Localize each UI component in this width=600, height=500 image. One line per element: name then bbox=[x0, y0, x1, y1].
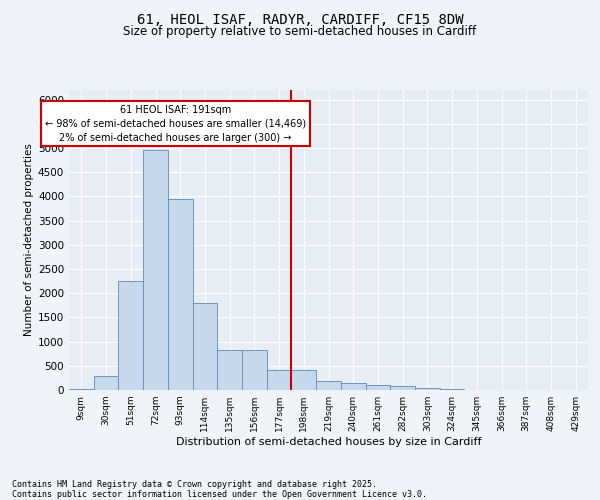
Bar bbox=[118, 281, 143, 390]
Bar bbox=[390, 386, 415, 390]
Bar bbox=[316, 380, 341, 390]
Text: Contains HM Land Registry data © Crown copyright and database right 2025.
Contai: Contains HM Land Registry data © Crown c… bbox=[12, 480, 427, 499]
X-axis label: Distribution of semi-detached houses by size in Cardiff: Distribution of semi-detached houses by … bbox=[176, 437, 481, 447]
Bar bbox=[267, 370, 292, 390]
Bar bbox=[440, 388, 464, 390]
Y-axis label: Number of semi-detached properties: Number of semi-detached properties bbox=[24, 144, 34, 336]
Bar bbox=[94, 376, 118, 390]
Bar bbox=[69, 389, 94, 390]
Bar bbox=[193, 303, 217, 390]
Bar bbox=[217, 350, 242, 390]
Bar bbox=[143, 150, 168, 390]
Bar bbox=[242, 350, 267, 390]
Bar bbox=[365, 385, 390, 390]
Bar bbox=[168, 199, 193, 390]
Text: 61, HEOL ISAF, RADYR, CARDIFF, CF15 8DW: 61, HEOL ISAF, RADYR, CARDIFF, CF15 8DW bbox=[137, 12, 463, 26]
Bar bbox=[292, 370, 316, 390]
Bar bbox=[341, 383, 365, 390]
Text: Size of property relative to semi-detached houses in Cardiff: Size of property relative to semi-detach… bbox=[124, 25, 476, 38]
Text: 61 HEOL ISAF: 191sqm
← 98% of semi-detached houses are smaller (14,469)
2% of se: 61 HEOL ISAF: 191sqm ← 98% of semi-detac… bbox=[45, 104, 306, 142]
Bar bbox=[415, 388, 440, 390]
